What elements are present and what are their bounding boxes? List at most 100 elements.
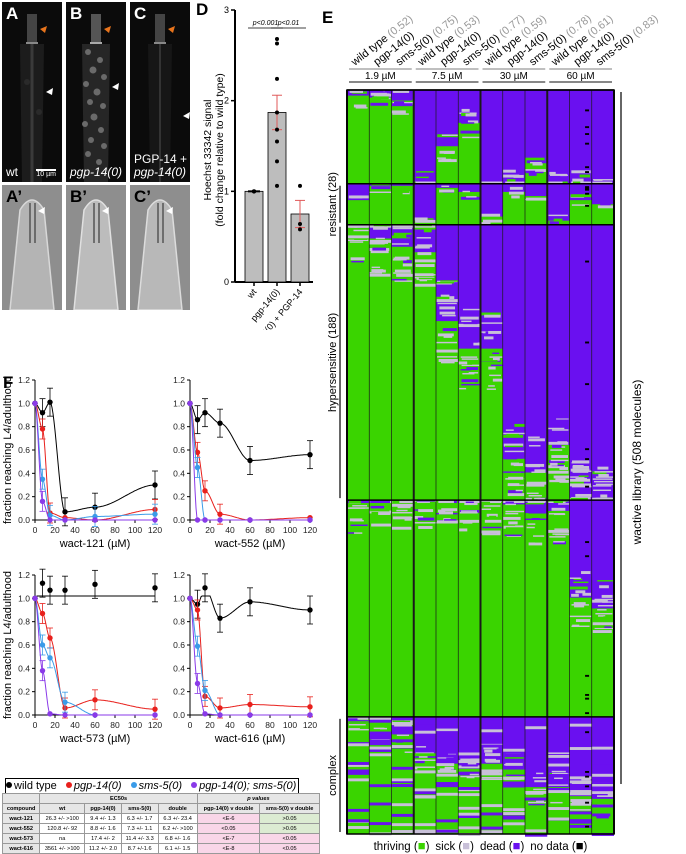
data-point [247, 457, 253, 464]
legend-item-wild-type: wild type [6, 780, 57, 792]
y-axis-label: fraction reaching L4/adulthood [2, 571, 14, 719]
table-row: wact-552 120.8 +/- 92 8.8 +/- 1.6 7.3 +/- 1… [1, 823, 320, 834]
data-point [62, 699, 68, 705]
data-point [39, 498, 46, 505]
panel-letter-e: E [322, 8, 334, 27]
y-tick-label: 1.0 [18, 398, 30, 408]
table-header: wt [39, 803, 86, 814]
y-axis-label: fraction reaching L4/adulthood [2, 376, 14, 524]
data-point [307, 517, 313, 523]
legend-item-pgp14: pgp-14(0) [65, 780, 122, 792]
y-tick-label: 1.2 [18, 570, 30, 580]
row-group-label: resistant (28) [327, 172, 339, 236]
y-tick-label: 0.0 [18, 710, 30, 720]
x-tick-label: 0 [33, 525, 38, 535]
data-point [194, 449, 201, 456]
white-arrow-icon [183, 112, 190, 119]
data-point [307, 712, 313, 718]
data-point [275, 37, 279, 42]
data-point [275, 159, 279, 164]
x-tick-label: 40 [225, 525, 235, 535]
data-point [92, 712, 98, 718]
x-axis-label: wact-552 (µM) [214, 538, 286, 550]
data-point [47, 517, 53, 523]
data-point [92, 517, 98, 523]
y-tick-label: 0.4 [173, 468, 185, 478]
table-cell: <E-6 [196, 813, 261, 824]
data-point [247, 701, 253, 708]
orange-arrow-icon [40, 26, 47, 33]
dic-image-b: B’ [66, 185, 126, 310]
y-tick-label: 0.4 [173, 663, 185, 673]
worm-dic-a [2, 185, 62, 310]
legend-item-double: pgp-14(0); sms-5(0) [191, 780, 296, 792]
table-cell: 6.2 +/- >100 [157, 823, 198, 834]
data-point [202, 409, 208, 416]
y-tick-label: 0.6 [18, 445, 30, 455]
y-tick-label: 0.6 [173, 640, 185, 650]
data-point [92, 581, 98, 588]
table-cell: <0.05 [259, 843, 320, 854]
p-value-annotation: p<0.01 [277, 20, 300, 27]
table-cell: >0.05 [259, 823, 320, 834]
table-cell: 7.3 +/- 1.1 [120, 823, 159, 834]
dose-response-subplot: 0.0 0.2 0.4 0.6 0.8 1.0 1.2 0 20 40 60 80 100 120 wact… [173, 570, 317, 745]
dose-response-subplot: 0.0 0.2 0.4 0.6 0.8 1.0 1.2 0 20 40 60 80 100 120 wact… [2, 375, 162, 550]
data-point [275, 127, 279, 132]
y-tick-label: 0.0 [173, 515, 185, 525]
table-cell: 8.7 +/-1.6 [120, 843, 159, 854]
table-row: wact-616 3561 +/- >100 11.2 +/- 2.0 8.7 +/-… [1, 843, 320, 854]
data-point [152, 706, 158, 712]
x-tick-label: 120 [148, 720, 162, 730]
data-point [307, 607, 313, 613]
table-cell: 9.4 +/- 1.3 [84, 813, 122, 824]
data-point [62, 509, 68, 515]
orange-arrow-icon [104, 26, 111, 33]
table-row: wact-121 26.3 +/- >100 9.4 +/- 1.3 6.3 +/- … [1, 813, 320, 824]
black-dot-icon [6, 782, 12, 788]
table-header: pgp-14(0) [84, 803, 122, 814]
data-point [202, 585, 208, 591]
y-tick-label: 0.2 [173, 492, 185, 502]
data-point [32, 400, 38, 407]
table-cell: 17.4 +/- 2 [84, 833, 122, 844]
table-cell: <0.05 [196, 823, 261, 834]
table-cell: wact-616 [1, 843, 41, 854]
x-tick-label: 100 [283, 720, 297, 730]
x-tick-label: 0 [188, 525, 193, 535]
x-tick-label: 80 [265, 720, 275, 730]
table-cell: 6.3 +/- 23.4 [157, 813, 198, 824]
data-point [217, 705, 223, 711]
table-cell: <E-7 [196, 833, 261, 844]
data-point [298, 183, 302, 188]
table-cell: 6.3 +/- 1.7 [120, 813, 159, 824]
data-point [307, 451, 313, 458]
data-point [202, 517, 208, 523]
table-group-ec50: EC50s [39, 793, 198, 804]
micrograph-c: C PGP-14 + pgp-14(0) [130, 2, 190, 182]
y-axis-label: Hoechst 33342 signal(fold change relativ… [202, 73, 226, 227]
genotype-label-c: PGP-14 + pgp-14(0) [134, 153, 187, 179]
data-point [39, 476, 46, 482]
y-tick-label: 0.2 [18, 492, 30, 502]
data-point [217, 420, 223, 426]
data-point [187, 595, 193, 602]
data-point [47, 587, 53, 593]
x-tick-label: 80 [110, 525, 120, 535]
dic-image-a: A’ [2, 185, 62, 310]
worm-fluorescence-a [20, 14, 53, 182]
data-point [47, 399, 53, 405]
row-group-label: hypersensitive (188) [327, 313, 339, 412]
panel-letter-d: D [196, 0, 209, 19]
table-header: pgp-14(0) v double [196, 803, 261, 814]
data-point [152, 712, 158, 718]
x-tick-label: 100 [283, 525, 297, 535]
x-tick-label: 100 [128, 720, 142, 730]
panel-letter-b-prime: B’ [70, 187, 87, 206]
x-tick-label: 60 [90, 525, 100, 535]
data-point [62, 712, 68, 718]
genotype-label-c-line1: PGP-14 + [134, 152, 188, 166]
data-point [247, 712, 253, 718]
scale-bar: 10 µm [36, 169, 56, 178]
